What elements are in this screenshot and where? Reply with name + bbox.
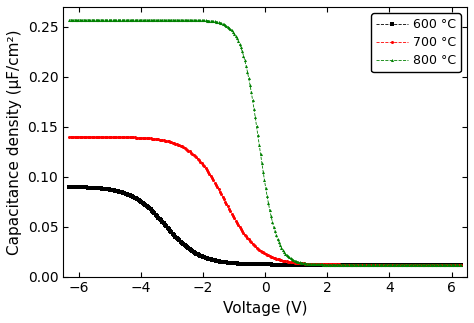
800 °C <box>66 18 72 22</box>
600 °C <box>396 263 402 266</box>
800 °C <box>298 261 304 265</box>
Line: 600 °C: 600 °C <box>68 185 462 266</box>
600 °C <box>66 185 72 189</box>
X-axis label: Voltage (V): Voltage (V) <box>223 301 307 316</box>
800 °C <box>421 263 427 266</box>
600 °C <box>68 185 73 189</box>
700 °C <box>68 135 73 139</box>
800 °C <box>300 261 305 265</box>
700 °C <box>66 135 72 139</box>
800 °C <box>396 263 402 266</box>
700 °C <box>396 263 402 266</box>
Line: 800 °C: 800 °C <box>68 18 462 266</box>
600 °C <box>421 263 427 266</box>
700 °C <box>298 261 304 265</box>
800 °C <box>458 263 464 266</box>
600 °C <box>300 263 305 266</box>
Legend: 600 °C, 700 °C, 800 °C: 600 °C, 700 °C, 800 °C <box>372 13 461 72</box>
800 °C <box>306 262 312 266</box>
800 °C <box>68 18 73 22</box>
700 °C <box>421 263 427 266</box>
600 °C <box>298 263 304 266</box>
600 °C <box>306 263 312 266</box>
700 °C <box>458 263 464 266</box>
600 °C <box>458 263 464 266</box>
700 °C <box>300 261 305 265</box>
700 °C <box>306 262 312 266</box>
Y-axis label: Capacitance density (μF/cm²): Capacitance density (μF/cm²) <box>7 29 22 255</box>
Line: 700 °C: 700 °C <box>68 135 462 266</box>
